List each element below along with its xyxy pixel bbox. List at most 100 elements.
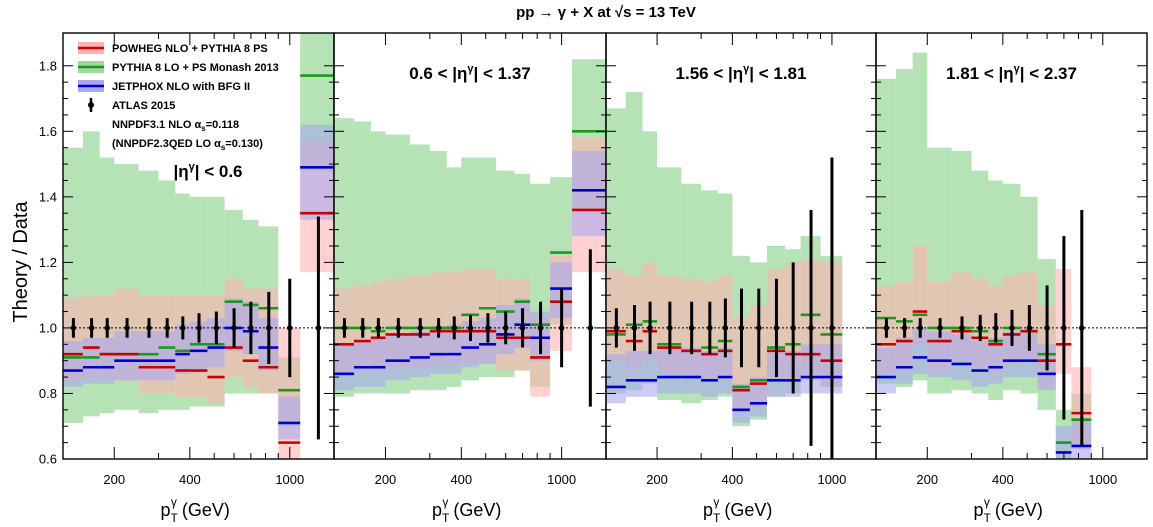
y-axis: 0.6 0.8 1.0 1.2 1.4 1.6 1.8: [39, 58, 57, 466]
chart-title: pp → γ + X at √s = 13 TeV: [516, 4, 696, 21]
x-tick-label: 1000: [275, 472, 304, 487]
data-point: [286, 325, 293, 331]
x-axis-label: pTγ (GeV): [161, 495, 230, 525]
x-tick-label: 1000: [817, 472, 846, 487]
data-point: [104, 325, 111, 331]
jetphox-band: [82, 337, 100, 384]
data-point: [613, 325, 620, 331]
jetphox-band: [446, 324, 462, 374]
data-point: [1061, 325, 1067, 331]
data-point: [266, 325, 272, 331]
x-axis-label-main: p: [974, 500, 984, 520]
jetphox-band: [300, 124, 334, 220]
legend-swatch-marker: [88, 102, 94, 108]
x-axis-label: pTγ (GeV): [432, 495, 501, 525]
data-point: [558, 325, 565, 331]
panel-eta-label-sup: γ: [743, 63, 750, 75]
jetphox-band: [370, 337, 386, 387]
x-tick-label: 400: [450, 472, 472, 487]
data-point: [395, 325, 402, 331]
jetphox-band: [951, 334, 972, 381]
jetphox-band: [353, 341, 371, 387]
x-tick-label: 400: [992, 472, 1014, 487]
data-point: [631, 325, 638, 331]
y-tick-label: 1.0: [39, 320, 57, 335]
jetphox-band: [385, 334, 410, 381]
jetphox-band: [114, 331, 139, 381]
x-axis-label-sub: T: [713, 511, 721, 525]
data-point: [647, 325, 653, 331]
panel-eta-label-sup: γ: [1014, 63, 1021, 75]
jetphox-band: [717, 347, 733, 394]
jetphox-band: [701, 350, 718, 397]
data-point: [738, 325, 745, 331]
y-tick-label: 0.8: [39, 386, 57, 401]
legend-entry-label: ATLAS 2015: [112, 100, 175, 112]
data-point: [124, 325, 130, 331]
data-point: [196, 325, 202, 331]
data-point: [146, 325, 152, 331]
x-tick-label: 200: [646, 472, 668, 487]
jetphox-band: [461, 321, 479, 368]
jetphox-band: [409, 331, 430, 378]
data-point: [467, 325, 474, 331]
x-tick-label: 1000: [1088, 472, 1117, 487]
x-axis-label: pTγ (GeV): [703, 495, 772, 525]
data-point: [359, 325, 366, 331]
y-tick-label: 1.6: [39, 124, 57, 139]
panel-eta-label-sup: γ: [189, 161, 196, 173]
legend-entry-label: PYTHIA 8 LO + PS Monash 2013: [112, 62, 279, 74]
jetphox-band: [988, 337, 1003, 384]
jetphox-band: [189, 321, 208, 371]
data-point: [502, 325, 509, 331]
legend-note-2-suffix: =0.130): [225, 138, 263, 150]
panel-eta-label: |ηγ| < 0.6: [173, 161, 242, 181]
jetphox-band: [681, 347, 702, 394]
legend-entry-label: JETPHOX NLO with BFG II: [112, 81, 250, 93]
jetphox-band: [1020, 331, 1038, 378]
panel-eta-label: 0.6 < |ηγ| < 1.37: [409, 63, 531, 83]
data-point: [1026, 325, 1033, 331]
data-point: [417, 325, 424, 331]
y-tick-label: 1.8: [39, 58, 57, 73]
x-axis-label-unit: (GeV): [448, 500, 501, 520]
panel-eta-label-post: | < 1.37: [474, 64, 531, 83]
jetphox-band: [429, 327, 447, 374]
data-point: [883, 325, 890, 331]
data-point: [977, 325, 984, 331]
panel-eta-label-post: | < 1.81: [749, 64, 806, 83]
legend-note-1-suffix: =0.118: [206, 119, 239, 131]
data-point: [790, 325, 796, 331]
x-axis-label-unit: (GeV): [990, 500, 1043, 520]
x-tick-label: 1000: [547, 472, 576, 487]
x-axis-label-unit: (GeV): [719, 500, 772, 520]
x-axis-label-sup: γ: [442, 495, 448, 509]
legend-entry-label: POWHEG NLO + PYTHIA 8 PS: [112, 43, 268, 55]
panel-eta-label-post: | < 0.6: [195, 162, 243, 181]
data-point: [375, 325, 382, 331]
panel-2: 200 400 1000 pTγ (GeV) 0.6 < |ηγ| < 1.37: [333, 32, 607, 525]
jetphox-band: [63, 341, 83, 387]
data-point: [937, 325, 943, 331]
x-axis-label-sub: T: [442, 511, 450, 525]
jetphox-band: [927, 331, 952, 378]
legend-note-2-sub: s: [221, 143, 226, 152]
data-point: [485, 325, 491, 331]
data-point: [341, 325, 348, 331]
x-axis-label-sup: γ: [713, 495, 719, 509]
data-point: [773, 325, 780, 331]
jetphox-band: [732, 383, 750, 423]
x-tick-label: 400: [722, 472, 744, 487]
data-point: [180, 325, 186, 331]
data-point: [1009, 325, 1015, 331]
legend-pdf-note-1: NNPDF3.1 NLO αs=0.118: [112, 119, 239, 133]
jetphox-band: [278, 396, 301, 440]
powheg-band: [912, 246, 928, 345]
data-point: [707, 325, 713, 331]
data-point: [587, 325, 594, 331]
jetphox-band: [625, 350, 643, 397]
x-tick-label: 200: [375, 472, 397, 487]
